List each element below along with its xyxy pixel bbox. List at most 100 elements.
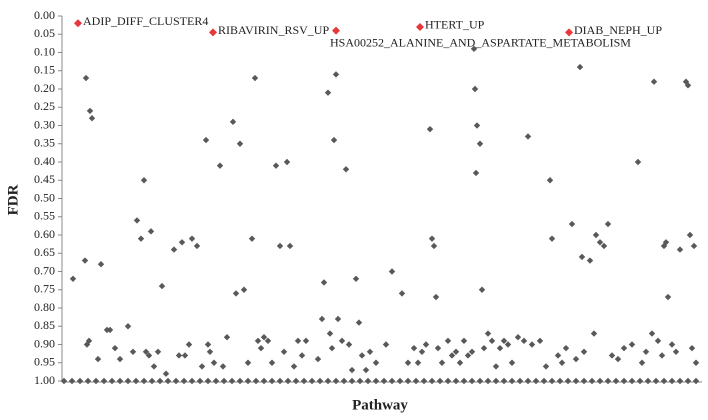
point — [572, 355, 580, 363]
point — [578, 253, 586, 261]
point — [398, 290, 406, 297]
point — [260, 334, 268, 341]
point — [572, 377, 580, 385]
y-tick-label: 0.65 — [34, 245, 55, 259]
point — [532, 377, 540, 385]
point — [248, 235, 256, 242]
point — [140, 377, 148, 385]
point — [85, 337, 93, 345]
point — [210, 359, 218, 366]
y-tick-label: 0.10 — [34, 44, 55, 58]
point — [654, 337, 662, 345]
point — [116, 355, 124, 363]
point — [108, 377, 116, 385]
point — [254, 337, 262, 345]
point — [264, 337, 272, 345]
point — [500, 337, 508, 345]
y-tick-label: 0.15 — [34, 63, 55, 77]
point — [257, 344, 265, 352]
point — [164, 377, 172, 385]
point — [592, 231, 600, 239]
point — [508, 359, 516, 366]
point — [471, 85, 479, 93]
y-tick-label: 0.25 — [34, 99, 55, 113]
point — [188, 377, 196, 385]
point — [664, 293, 672, 301]
point — [426, 125, 434, 133]
point — [212, 377, 220, 385]
y-tick-label: 0.40 — [34, 154, 55, 168]
y-tick-label: 0.90 — [34, 336, 55, 350]
point — [496, 344, 504, 352]
point — [314, 355, 322, 363]
point — [86, 107, 94, 115]
point — [558, 359, 566, 366]
point — [396, 377, 404, 385]
y-tick-label: 0.75 — [34, 282, 55, 296]
point — [468, 348, 476, 355]
point — [81, 257, 89, 264]
highlight-point — [209, 28, 217, 37]
point — [68, 377, 76, 385]
point — [355, 319, 363, 326]
point — [546, 177, 554, 184]
point — [524, 133, 532, 140]
point — [260, 377, 268, 385]
y-tick-label: 1.00 — [34, 373, 55, 387]
point — [92, 377, 100, 385]
y-tick-label: 0.00 — [34, 8, 55, 22]
point — [372, 377, 380, 385]
point — [229, 118, 237, 126]
point — [476, 140, 484, 147]
point — [76, 377, 84, 385]
point — [692, 359, 700, 366]
point — [452, 377, 460, 385]
point — [658, 352, 666, 359]
point — [124, 377, 132, 385]
point — [514, 334, 522, 341]
point — [268, 359, 276, 366]
point — [672, 348, 680, 355]
point — [300, 377, 308, 385]
point — [676, 246, 684, 253]
point — [410, 344, 418, 352]
point — [216, 162, 224, 169]
point — [223, 334, 231, 341]
point — [414, 359, 422, 366]
point — [586, 257, 594, 264]
point-label: RIBAVIRIN_RSV_UP — [218, 23, 329, 37]
point — [172, 377, 180, 385]
point — [318, 315, 326, 323]
point — [608, 352, 616, 359]
point-label: HSA00252_ALANINE_AND_ASPARTATE_METABOLIS… — [330, 35, 631, 49]
point — [283, 158, 291, 166]
point — [404, 377, 412, 385]
point — [684, 82, 692, 89]
point — [428, 235, 436, 242]
y-tick-label: 0.85 — [34, 318, 55, 332]
point — [198, 363, 206, 370]
point — [438, 359, 446, 366]
point — [568, 220, 576, 228]
point — [154, 348, 162, 355]
y-axis-title: FDR — [5, 184, 21, 215]
point — [600, 242, 608, 250]
highlight-point — [332, 26, 340, 35]
point — [404, 359, 412, 366]
point — [330, 136, 338, 144]
point — [464, 352, 472, 359]
point — [372, 359, 380, 366]
point — [202, 136, 210, 144]
point — [604, 220, 612, 228]
point — [362, 366, 370, 374]
point — [516, 377, 524, 385]
y-tick-label: 0.55 — [34, 209, 55, 223]
point-label: DIAB_NEPH_UP — [574, 23, 662, 37]
point — [548, 377, 556, 385]
point — [388, 268, 396, 275]
point — [236, 140, 244, 147]
point — [420, 377, 428, 385]
point — [436, 377, 444, 385]
point — [662, 239, 670, 246]
point — [508, 377, 516, 385]
